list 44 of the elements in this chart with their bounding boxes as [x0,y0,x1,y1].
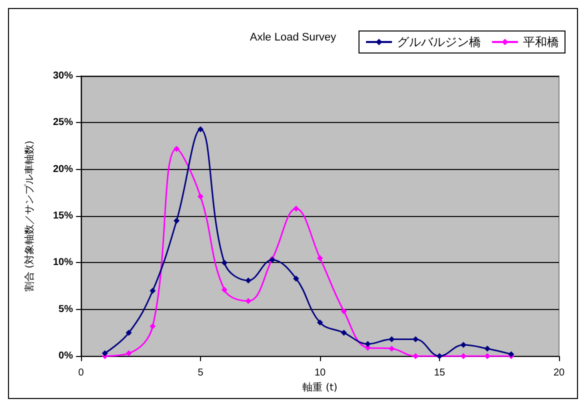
point [245,298,252,304]
point [293,276,300,282]
point [484,353,490,360]
chart-title: Axle Load Survey [250,32,337,44]
x-tick-label: 20 [553,368,565,379]
y-tick-label: 10% [52,257,74,268]
point [221,260,228,266]
point [293,206,300,212]
point [364,340,371,347]
point [460,342,466,348]
y-tick-label: 0% [58,350,74,362]
legend-label: グルバルジン橋 [397,35,481,49]
point [245,277,252,284]
y-tick-label: 25% [52,117,74,128]
y-tick-label: 15% [52,210,74,222]
point [388,346,395,352]
point [460,353,466,360]
y-tick-label: 20% [52,164,74,175]
x-axis-title: 軸重 (t) [302,382,338,394]
legend-label: 平和橋 [523,35,559,49]
point [126,330,132,336]
x-tick-label: 5 [198,368,204,379]
x-tick-label: 10 [314,368,326,379]
x-tick-label: 0 [78,368,84,379]
y-tick-label: 30% [52,70,74,82]
point [317,255,323,262]
point [412,336,419,342]
point [174,146,180,152]
point [126,350,132,356]
point [340,308,347,314]
x-tick-label: 15 [434,368,446,379]
point [221,286,228,293]
y-tick-label: 5% [58,304,74,315]
point [484,346,490,352]
point [174,218,180,224]
y-axis-title: 割合 (対象軸数／サンプル車軸数) [24,140,36,292]
point [340,330,347,336]
point [412,353,419,360]
point [102,350,108,356]
point [198,193,204,200]
point [150,323,156,330]
point [198,126,204,132]
point [317,319,323,326]
point [150,288,156,294]
